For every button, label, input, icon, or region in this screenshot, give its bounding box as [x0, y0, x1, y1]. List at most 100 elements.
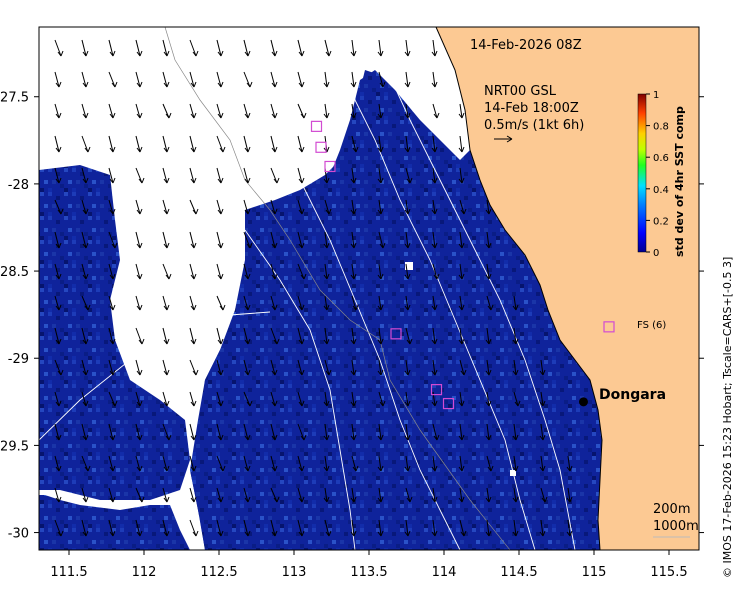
current-vector: [432, 103, 438, 119]
current-vector-head: [433, 434, 440, 441]
current-vector: [108, 391, 116, 407]
current-vector-head: [136, 208, 143, 215]
current-vector: [378, 391, 384, 407]
current-vector-head: [485, 496, 492, 503]
current-vector: [432, 199, 436, 215]
current-vector: [432, 135, 436, 153]
current-vector: [405, 423, 409, 441]
current-vector: [243, 39, 249, 57]
current-vector: [108, 519, 114, 537]
current-vector: [459, 135, 463, 153]
current-vector: [108, 199, 114, 215]
current-vector-head: [431, 530, 438, 537]
current-vector: [81, 135, 89, 153]
current-vector: [459, 327, 463, 345]
current-vector-head: [406, 177, 413, 184]
current-vector-head: [244, 146, 251, 153]
current-vector: [135, 199, 141, 215]
contour-200m: [379, 54, 576, 550]
current-vector-head: [163, 338, 170, 345]
current-vector-head: [109, 434, 116, 441]
x-axis: 111.5 112 112.5 113 113.5 114 114.5 115 115.5: [50, 550, 688, 580]
current-vector: [81, 71, 87, 88]
current-vector-head: [219, 146, 226, 153]
colorbar-tick-label: 0.8: [653, 122, 669, 133]
current-vector: [324, 39, 330, 57]
current-vector-head: [217, 273, 224, 280]
current-vector: [54, 423, 60, 441]
current-vector: [216, 167, 222, 184]
current-vector-head: [190, 273, 197, 280]
current-vector-head: [217, 177, 224, 184]
current-vector-head: [82, 177, 89, 184]
current-vector-head: [377, 338, 384, 345]
current-vector: [54, 519, 62, 537]
current-vector: [135, 263, 141, 280]
land-western-australia: [436, 27, 699, 550]
current-vector: [378, 39, 382, 57]
current-vector-head: [377, 434, 384, 441]
current-vector-head: [55, 273, 62, 280]
current-vector-head: [323, 81, 330, 88]
current-vector-head: [458, 400, 465, 407]
current-vector: [216, 359, 222, 376]
current-vector: [540, 487, 546, 503]
current-vector: [135, 519, 141, 537]
current-vector: [351, 135, 357, 153]
current-vector-head: [217, 242, 224, 249]
current-vector: [189, 423, 195, 441]
current-vector-head: [298, 146, 305, 153]
current-vector-head: [404, 273, 411, 280]
current-vector-head: [82, 530, 89, 537]
current-vector-head: [406, 496, 413, 503]
current-vector: [540, 455, 544, 472]
current-vector: [378, 103, 382, 119]
current-vector: [486, 455, 492, 472]
current-vector: [216, 103, 222, 119]
current-vector-head: [55, 112, 62, 119]
current-vector-head: [377, 496, 384, 503]
product-label: NRT00 GSL: [484, 84, 557, 99]
current-vector-head: [55, 400, 62, 407]
current-vector: [135, 71, 141, 88]
current-vector: [270, 295, 276, 311]
current-vector: [486, 391, 490, 407]
current-vector: [243, 359, 249, 376]
current-vector: [513, 519, 517, 537]
current-vector: [459, 231, 463, 249]
current-vectors: [54, 39, 573, 537]
current-vector: [324, 231, 328, 249]
current-vector-head: [244, 208, 251, 215]
current-vector-head: [323, 273, 330, 280]
current-vector-head: [514, 400, 521, 407]
current-vector: [189, 327, 195, 345]
current-vector: [297, 391, 303, 407]
current-vector-head: [379, 242, 386, 249]
current-vector-head: [111, 400, 118, 407]
y-tick-label: -30: [8, 527, 29, 542]
current-vector-head: [323, 242, 330, 249]
current-vector: [135, 167, 143, 184]
current-vector: [54, 391, 60, 407]
current-vector-head: [244, 465, 251, 472]
current-vector-head: [136, 146, 143, 153]
current-vector-head: [300, 434, 307, 441]
current-vector-head: [458, 496, 465, 503]
current-vector: [189, 103, 195, 119]
current-vector: [189, 231, 195, 249]
current-vector-head: [109, 496, 116, 503]
current-vector: [243, 103, 249, 119]
current-vector-head: [487, 304, 494, 311]
current-vector-head: [55, 465, 62, 472]
current-vector: [324, 455, 328, 472]
current-vector: [432, 231, 436, 249]
current-vector-head: [109, 369, 116, 376]
current-vector-head: [244, 273, 251, 280]
current-vector: [324, 327, 328, 345]
x-tick-label: 113.5: [350, 565, 387, 580]
current-vector-head: [217, 338, 224, 345]
current-vector-head: [136, 50, 143, 57]
current-vector-head: [136, 112, 143, 119]
current-vector-head: [352, 304, 359, 311]
current-vector: [189, 455, 195, 472]
